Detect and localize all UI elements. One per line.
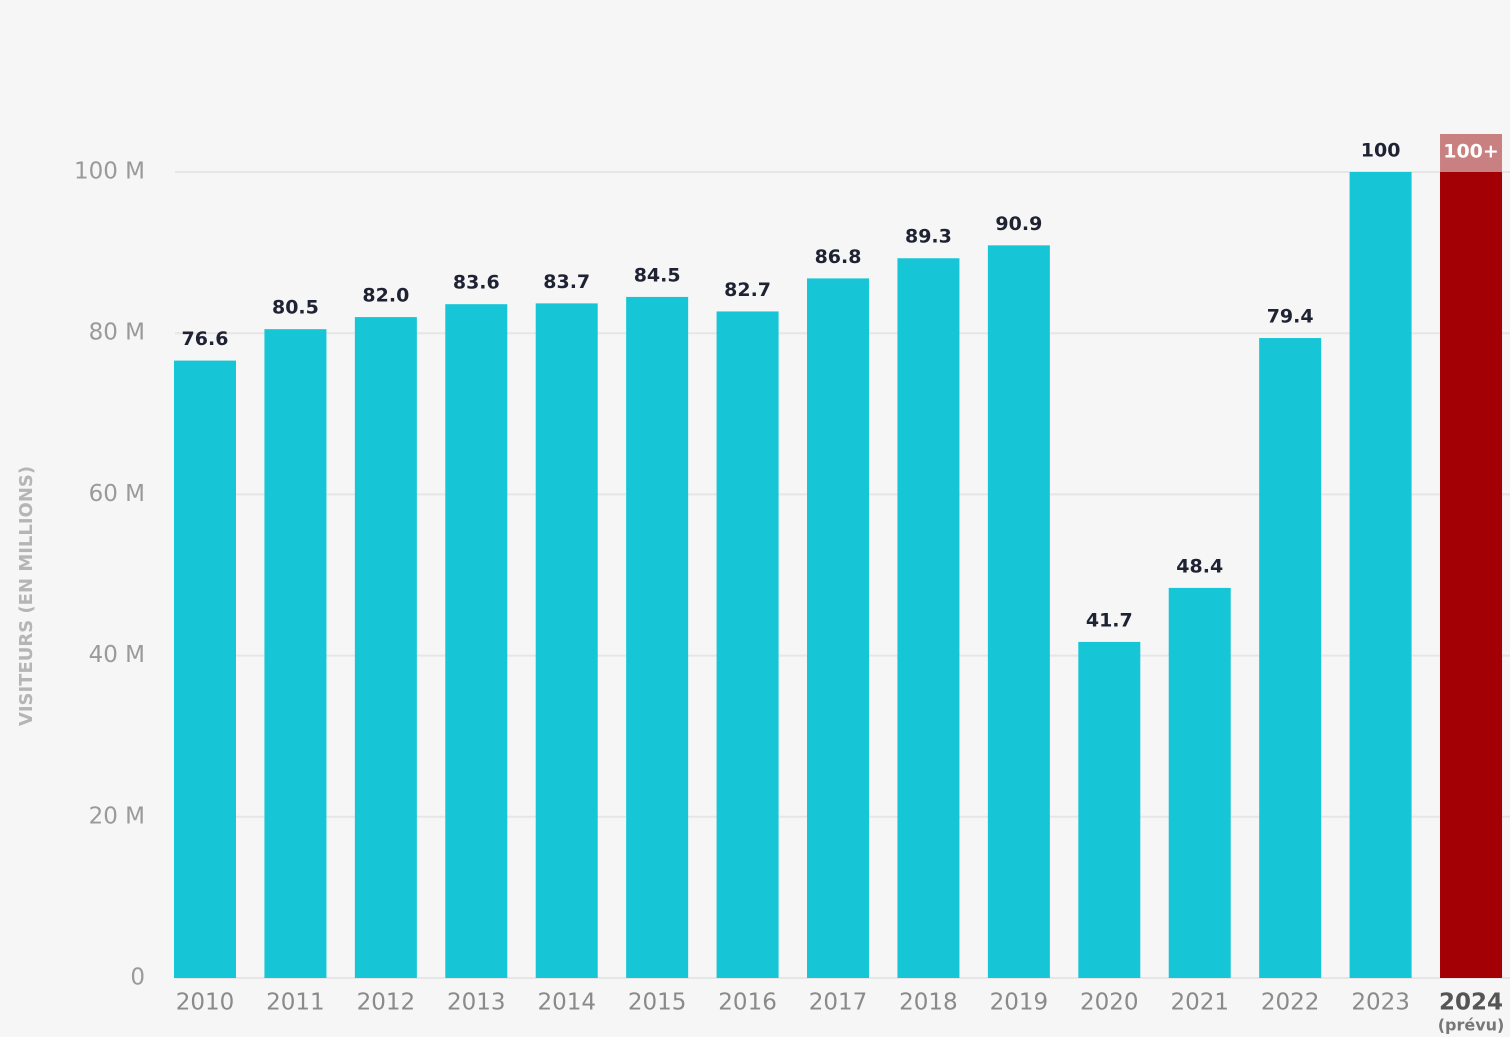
x-tick-label: 2012 [357, 990, 416, 1016]
y-tick-label: 60 M [89, 481, 145, 507]
value-label: 79.4 [1267, 306, 1314, 328]
y-tick-label: 20 M [89, 803, 145, 829]
value-label: 100+ [1443, 141, 1499, 163]
y-tick-label: 0 [130, 965, 145, 991]
value-label: 83.6 [453, 272, 500, 294]
bar [445, 304, 508, 979]
x-tick-label: 2010 [176, 990, 235, 1016]
value-label: 76.6 [182, 328, 229, 350]
x-tick-label: 2024 [1439, 990, 1503, 1016]
bar [716, 311, 779, 978]
value-label: 83.7 [543, 271, 590, 293]
y-tick-label: 80 M [89, 320, 145, 346]
bar [535, 303, 598, 978]
bar [1078, 641, 1141, 978]
value-label: 84.5 [634, 264, 681, 286]
x-tick-label: 2016 [718, 990, 777, 1016]
bar [1440, 172, 1503, 978]
y-tick-label: 100 M [74, 159, 145, 185]
x-tick-label: 2011 [266, 990, 325, 1016]
x-tick-label: 2023 [1351, 990, 1410, 1016]
bar [1349, 172, 1412, 978]
x-tick-label: 2022 [1261, 990, 1320, 1016]
value-label: 82.7 [724, 279, 771, 301]
bar [987, 245, 1050, 978]
bar [626, 296, 689, 978]
x-tick-label: 2017 [809, 990, 868, 1016]
value-label-box [1440, 134, 1503, 172]
value-label: 82.0 [362, 285, 409, 307]
value-label: 90.9 [995, 213, 1042, 235]
x-tick-label: 2014 [537, 990, 596, 1016]
bar [264, 329, 327, 978]
bar [807, 278, 870, 979]
bar [1168, 587, 1231, 978]
x-tick-note: (prévu) [1438, 1016, 1505, 1035]
bar [174, 360, 236, 978]
x-tick-label: 2021 [1170, 990, 1229, 1016]
x-tick-label: 2020 [1080, 990, 1139, 1016]
bar [1259, 338, 1322, 978]
value-label: 86.8 [815, 246, 862, 268]
x-tick-label: 2019 [990, 990, 1049, 1016]
bar [354, 317, 417, 979]
value-label: 41.7 [1086, 609, 1133, 631]
value-label: 48.4 [1176, 555, 1223, 577]
x-tick-label: 2015 [628, 990, 687, 1016]
y-tick-label: 40 M [89, 642, 145, 668]
value-label: 89.3 [905, 226, 952, 248]
value-label: 100 [1361, 140, 1401, 162]
x-tick-label: 2018 [899, 990, 958, 1016]
bar [897, 258, 960, 978]
value-label: 80.5 [272, 297, 319, 319]
x-tick-label: 2013 [447, 990, 506, 1016]
y-axis-title: VISITEURS (EN MILLIONS) [16, 466, 37, 726]
